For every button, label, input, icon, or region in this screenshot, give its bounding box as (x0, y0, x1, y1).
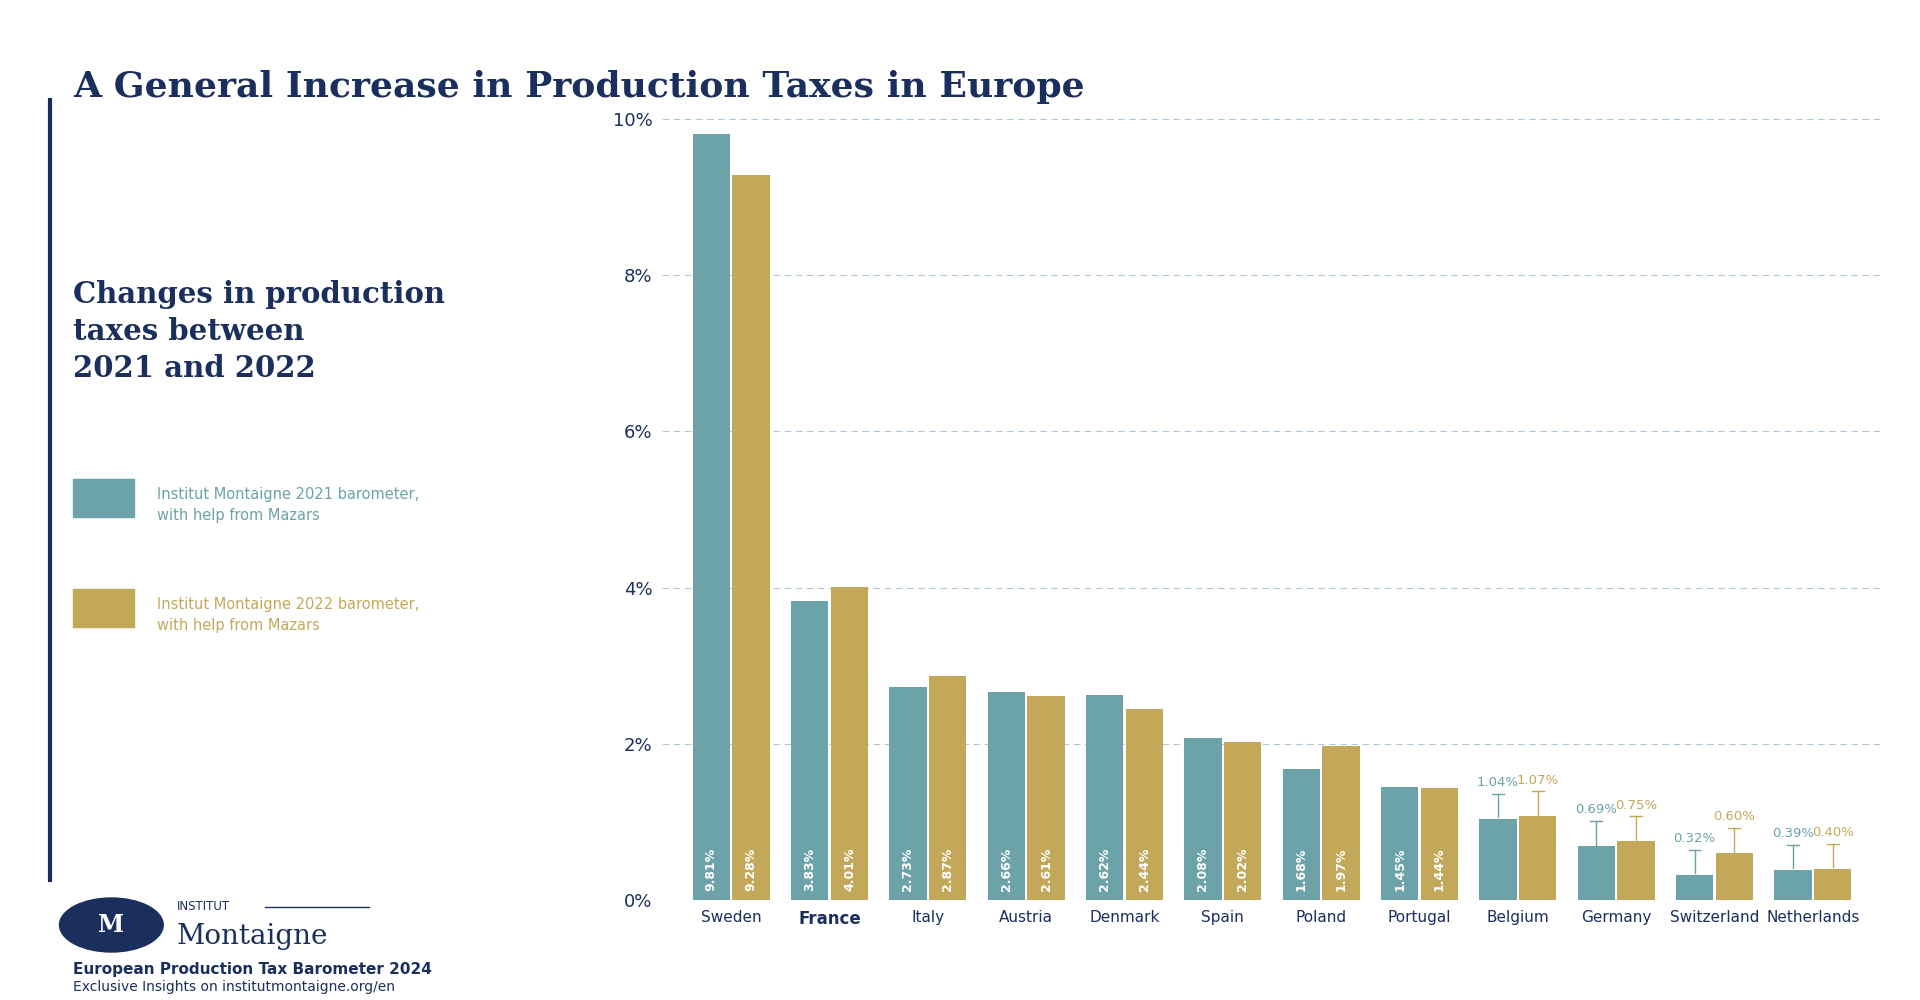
Bar (1617, 841, 1655, 900)
Bar (1421, 788, 1457, 900)
Text: 9.81%: 9.81% (705, 847, 718, 891)
Bar (987, 692, 1025, 900)
Bar (1478, 819, 1517, 900)
Text: M: M (98, 913, 125, 937)
Text: Institut Montaigne 2021 barometer,
with help from Mazars: Institut Montaigne 2021 barometer, with … (157, 487, 420, 523)
Bar (1716, 853, 1753, 900)
Bar (1519, 816, 1557, 900)
Text: 2.02%: 2.02% (1236, 847, 1250, 891)
Bar (1323, 746, 1359, 900)
Text: 2.73%: 2.73% (902, 847, 914, 891)
Text: 1.97%: 1.97% (1334, 847, 1348, 891)
Bar (831, 587, 868, 900)
Bar (1578, 846, 1615, 900)
Bar (889, 687, 927, 900)
Text: 0.39%: 0.39% (1772, 827, 1814, 840)
Bar (1225, 742, 1261, 900)
Text: 1.68%: 1.68% (1294, 847, 1308, 891)
Bar (1027, 696, 1066, 900)
Text: Exclusive Insights on institutmontaigne.org/en: Exclusive Insights on institutmontaigne.… (73, 980, 396, 994)
Text: 1.04%: 1.04% (1476, 776, 1519, 789)
Bar (1676, 875, 1713, 900)
Text: 1.44%: 1.44% (1432, 847, 1446, 891)
Text: 4.01%: 4.01% (843, 847, 856, 891)
Bar (1774, 870, 1812, 900)
Text: 0.40%: 0.40% (1812, 826, 1853, 839)
Text: 2.62%: 2.62% (1098, 847, 1112, 891)
Text: 2.44%: 2.44% (1139, 847, 1150, 891)
Text: 2.61%: 2.61% (1039, 847, 1052, 891)
Text: 2.08%: 2.08% (1196, 847, 1210, 891)
Bar (1380, 787, 1419, 900)
Bar (1087, 695, 1123, 900)
Bar (1125, 709, 1164, 900)
Text: 0.60%: 0.60% (1713, 810, 1755, 823)
Text: INSTITUT: INSTITUT (177, 900, 230, 914)
Bar (693, 134, 730, 900)
Text: European Production Tax Barometer 2024: European Production Tax Barometer 2024 (73, 962, 432, 977)
Bar (1814, 869, 1851, 900)
Text: 0.69%: 0.69% (1574, 803, 1617, 816)
Bar (732, 175, 770, 900)
Bar (929, 676, 966, 900)
Text: 2.87%: 2.87% (941, 847, 954, 891)
Text: 3.83%: 3.83% (803, 848, 816, 891)
Text: A General Increase in Production Taxes in Europe: A General Increase in Production Taxes i… (73, 70, 1085, 104)
Text: 1.07%: 1.07% (1517, 774, 1559, 787)
Text: 2.66%: 2.66% (1000, 847, 1012, 891)
Text: 0.75%: 0.75% (1615, 799, 1657, 812)
Text: Changes in production
taxes between
2021 and 2022: Changes in production taxes between 2021… (73, 280, 445, 383)
Bar (1185, 738, 1221, 900)
Text: Montaigne: Montaigne (177, 924, 328, 950)
Text: 9.28%: 9.28% (745, 847, 758, 891)
Bar (791, 601, 828, 900)
Bar (1283, 769, 1319, 900)
Text: 0.32%: 0.32% (1674, 832, 1716, 845)
Text: Institut Montaigne 2022 barometer,
with help from Mazars: Institut Montaigne 2022 barometer, with … (157, 597, 420, 633)
Text: 1.45%: 1.45% (1394, 847, 1405, 891)
